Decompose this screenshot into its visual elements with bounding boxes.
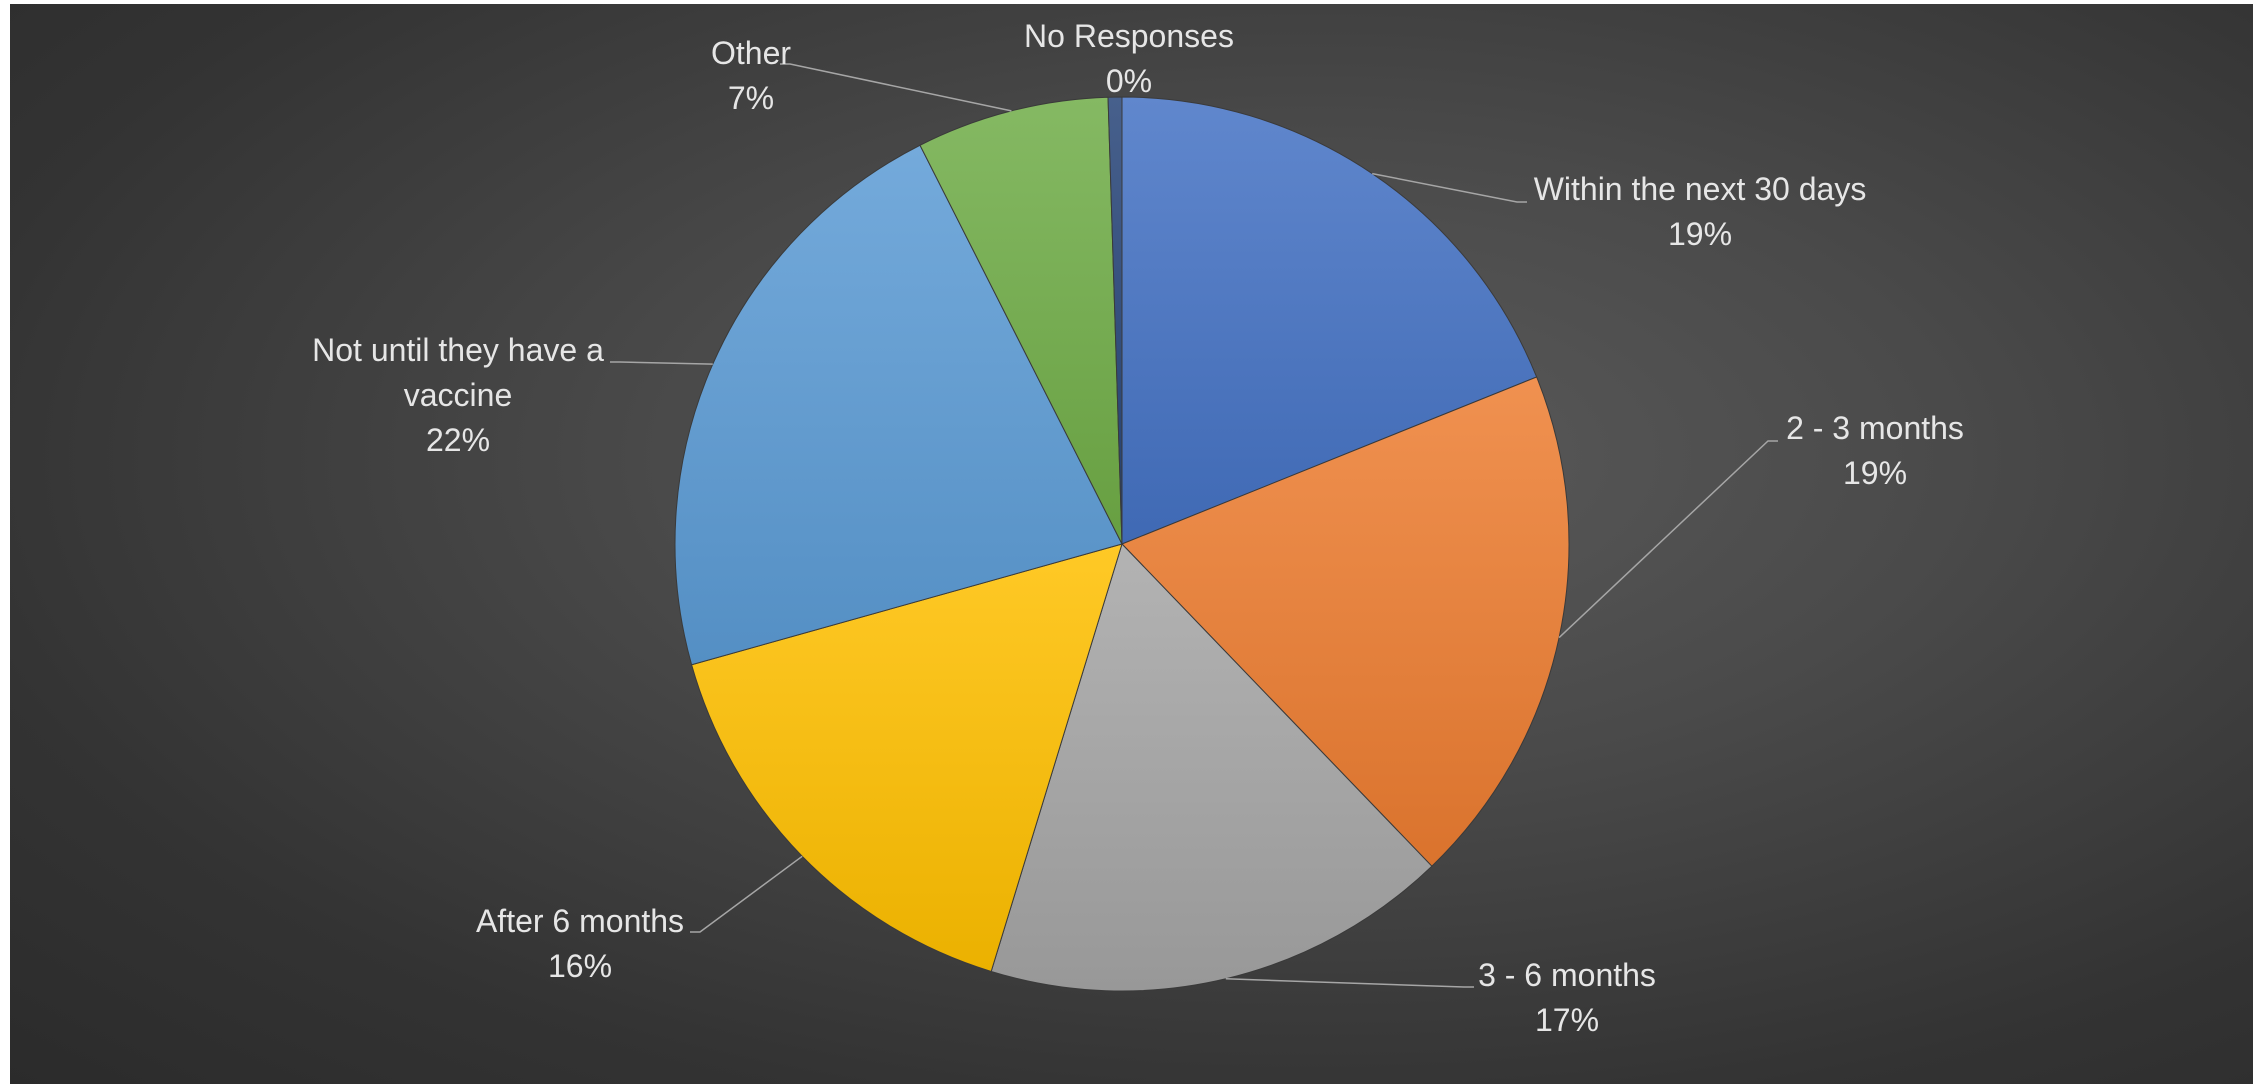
pie-slice-not-until-they-have-a-vaccine (674, 144, 1123, 666)
leader-line (780, 63, 1012, 112)
pie-slices (674, 96, 1570, 992)
chart-area: Within the next 30 days 19% 2 - 3 months 19… (10, 4, 2253, 1084)
leader-line (1558, 440, 1778, 639)
pie-slice-2-3-months (1121, 376, 1570, 867)
data-label: After 6 months 16% (476, 903, 684, 984)
data-label: Not until they have a vaccine 22% (312, 332, 604, 458)
data-label-percent: 0% (1106, 63, 1152, 99)
pie-slice-after-6-months (691, 543, 1123, 973)
data-label-category: 2 - 3 months (1786, 410, 1964, 446)
data-label: No Responses 0% (1024, 18, 1234, 99)
data-label-percent: 19% (1668, 216, 1732, 252)
leader-line (1372, 172, 1527, 203)
leader-lines (610, 63, 1778, 988)
data-label-category: After 6 months (476, 903, 684, 939)
leader-line (690, 855, 803, 933)
pie-slice-no-responses (1107, 96, 1123, 545)
data-label: 2 - 3 months 19% (1786, 410, 1964, 491)
pie-chart: Within the next 30 days 19% 2 - 3 months 19… (312, 18, 1964, 1038)
pie-slice-within-the-next-30-days (1121, 96, 1538, 545)
data-label-percent: 22% (426, 422, 490, 458)
data-label-percent: 19% (1843, 455, 1907, 491)
data-label-percent: 16% (548, 948, 612, 984)
leader-line (1225, 978, 1474, 988)
data-label-category: Other (711, 35, 791, 71)
data-label-category: vaccine (404, 377, 513, 413)
data-label: 3 - 6 months 17% (1478, 957, 1656, 1038)
data-label-percent: 17% (1535, 1002, 1599, 1038)
data-label: Within the next 30 days 19% (1534, 171, 1867, 252)
data-label-percent: 7% (728, 80, 774, 116)
leader-line (610, 361, 713, 365)
data-label-category: 3 - 6 months (1478, 957, 1656, 993)
data-label: Other 7% (711, 35, 791, 116)
data-label-category: No Responses (1024, 18, 1234, 54)
data-label-category: Not until they have a (312, 332, 604, 368)
data-label-category: Within the next 30 days (1534, 171, 1867, 207)
data-labels: Within the next 30 days 19% 2 - 3 months 19… (312, 18, 1964, 1038)
